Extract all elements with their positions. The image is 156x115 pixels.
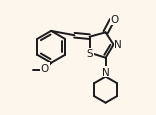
Text: O: O: [111, 15, 119, 25]
Text: O: O: [41, 64, 49, 74]
Text: N: N: [102, 67, 110, 77]
Text: S: S: [86, 49, 93, 59]
Text: N: N: [114, 40, 122, 50]
